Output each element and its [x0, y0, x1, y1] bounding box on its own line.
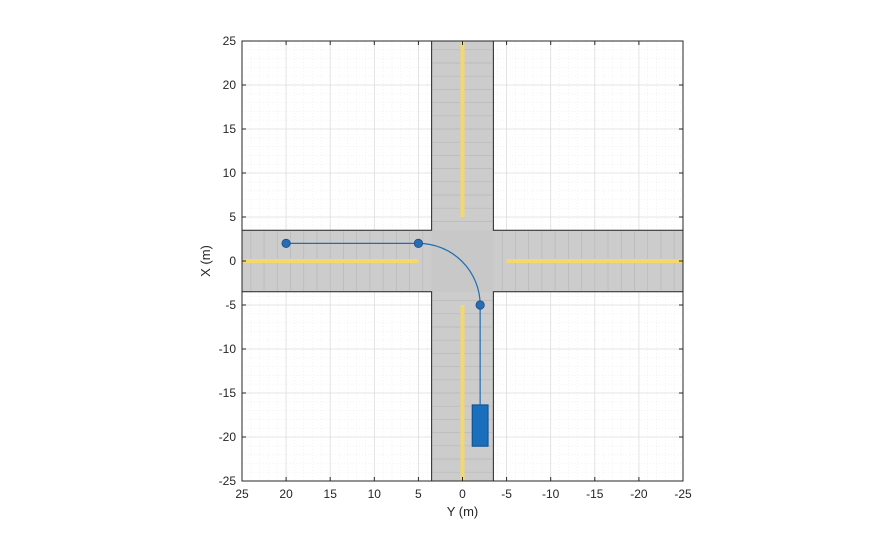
x-tick-label: 5 [415, 487, 422, 501]
x-tick-label: 0 [459, 487, 466, 501]
y-tick-label: -15 [219, 386, 237, 400]
x-tick-label: -5 [501, 487, 512, 501]
road-scene [242, 41, 683, 481]
y-tick-label: -25 [219, 474, 237, 488]
road-border [242, 41, 433, 231]
road-border [492, 291, 683, 481]
y-tick-label: 0 [229, 254, 236, 268]
road-border [492, 41, 683, 231]
vehicle-path [281, 238, 489, 447]
waypoint-marker [413, 238, 423, 248]
axes: 25 20 15 10 5 0 -5 -10 -15 -20 -252520151050-5-10-… [219, 34, 692, 501]
y-tick-label: -10 [219, 342, 237, 356]
x-tick-label: -20 [630, 487, 648, 501]
x-tick-label: 15 [324, 487, 338, 501]
y-tick-label: 10 [223, 166, 237, 180]
intersection-area [431, 230, 494, 292]
y-tick-label: 20 [223, 78, 237, 92]
x-tick-label: -25 [674, 487, 692, 501]
x-tick-label: -10 [542, 487, 560, 501]
y-tick-label: 5 [229, 210, 236, 224]
waypoint-marker [475, 300, 485, 310]
y-tick-label: 25 [223, 34, 237, 48]
x-axis-label: Y (m) [447, 504, 479, 519]
y-axis-label: X (m) [198, 245, 213, 277]
path-line [286, 242, 481, 405]
x-tick-label: 20 [279, 487, 293, 501]
waypoint-marker [281, 238, 291, 248]
x-tick-label: -15 [586, 487, 604, 501]
x-tick-label: 10 [368, 487, 382, 501]
x-tick-label: 25 [235, 487, 249, 501]
road-border [242, 291, 433, 481]
vehicle [471, 404, 489, 447]
y-tick-label: -20 [219, 430, 237, 444]
y-tick-label: -5 [225, 298, 236, 312]
y-tick-label: 15 [223, 122, 237, 136]
